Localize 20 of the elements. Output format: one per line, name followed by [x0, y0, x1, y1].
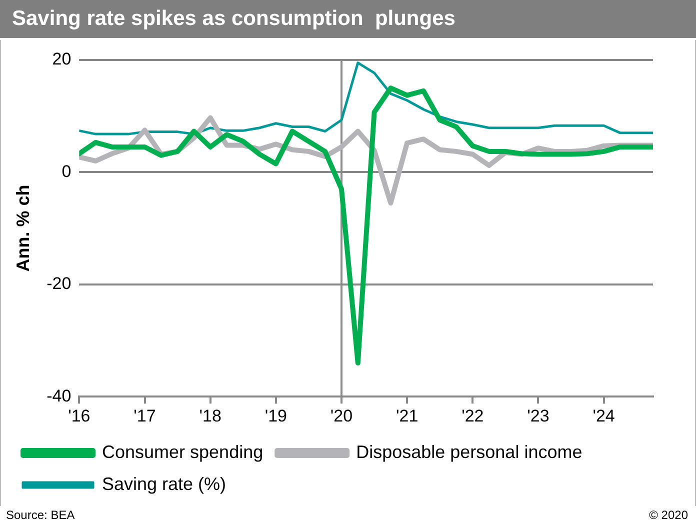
- legend-label: Consumer spending: [102, 442, 264, 462]
- x-tick-label: '18: [199, 406, 222, 426]
- y-tick-label: 20: [52, 50, 72, 69]
- x-tick-label: '19: [264, 406, 287, 426]
- x-tick-label: '22: [462, 406, 484, 426]
- text: © 2020: [649, 508, 688, 522]
- x-tick-label: '20: [330, 406, 353, 426]
- x-tick-label: '23: [527, 406, 550, 426]
- x-tick-label: '24: [592, 406, 615, 426]
- y-tick-label: 0: [62, 162, 72, 181]
- chart-title: Saving rate spikes as consumption plunges: [0, 0, 696, 38]
- y-axis-title: Ann. % ch: [12, 184, 33, 272]
- y-tick-label: -40: [46, 386, 72, 406]
- y-tick-label: -20: [46, 274, 72, 294]
- x-tick-label: '21: [396, 406, 418, 426]
- legend-label: Saving rate (%): [102, 474, 226, 494]
- source-note: Source: BEA: [6, 508, 75, 522]
- x-tick-label: '17: [134, 406, 156, 426]
- legend-label: Disposable personal income: [356, 442, 582, 462]
- x-tick-label: '16: [68, 406, 90, 426]
